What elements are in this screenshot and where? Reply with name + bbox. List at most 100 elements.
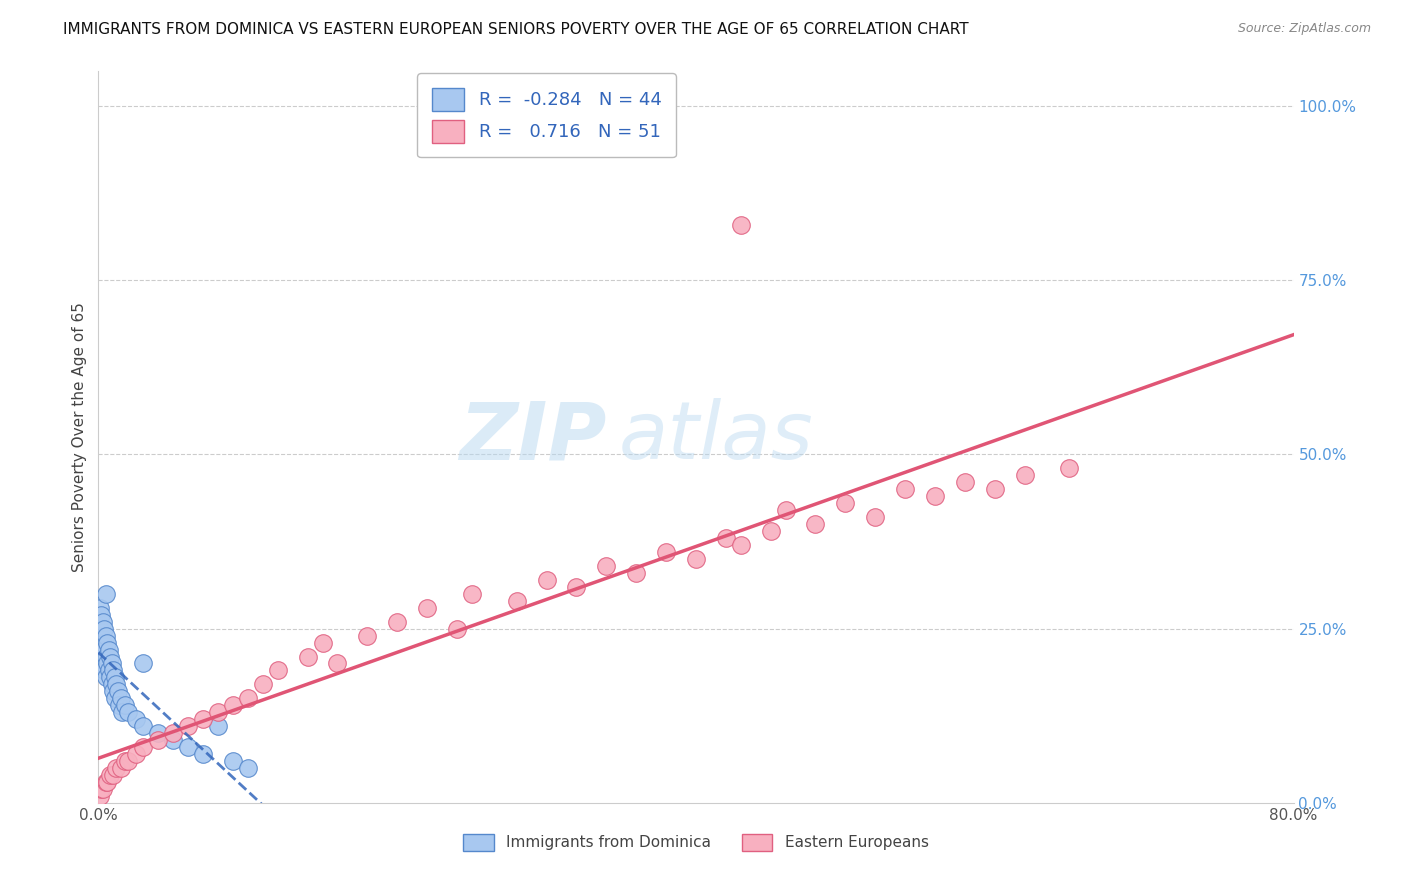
Point xyxy=(446,622,468,636)
Point xyxy=(222,698,245,713)
Point xyxy=(626,566,648,580)
Point xyxy=(98,649,122,664)
Point xyxy=(236,761,259,775)
Point xyxy=(595,558,617,573)
Point xyxy=(655,545,678,559)
Point xyxy=(105,761,128,775)
Point xyxy=(1059,461,1081,475)
Text: IMMIGRANTS FROM DOMINICA VS EASTERN EUROPEAN SENIORS POVERTY OVER THE AGE OF 65 : IMMIGRANTS FROM DOMINICA VS EASTERN EURO… xyxy=(63,22,969,37)
Point xyxy=(94,629,117,643)
Point xyxy=(804,517,827,532)
Point xyxy=(759,524,782,538)
Point xyxy=(89,789,111,803)
Point xyxy=(104,670,127,684)
Point xyxy=(94,587,117,601)
Point xyxy=(207,719,229,733)
Point xyxy=(125,747,148,761)
Point xyxy=(924,489,946,503)
Point xyxy=(105,677,128,691)
Point xyxy=(94,670,117,684)
Point xyxy=(96,657,118,671)
Point xyxy=(894,483,917,497)
Point xyxy=(90,607,112,622)
Point xyxy=(117,754,139,768)
Point xyxy=(506,594,529,608)
Point xyxy=(93,642,115,657)
Point xyxy=(114,754,136,768)
Point xyxy=(91,635,114,649)
Point xyxy=(132,719,155,733)
Point xyxy=(385,615,409,629)
Point xyxy=(98,768,122,782)
Point xyxy=(730,218,752,232)
Text: atlas: atlas xyxy=(619,398,813,476)
Point xyxy=(94,649,117,664)
Point xyxy=(97,642,120,657)
Point xyxy=(148,733,170,747)
Point xyxy=(111,705,134,719)
Point xyxy=(89,622,111,636)
Point xyxy=(91,781,114,796)
Point xyxy=(104,691,127,706)
Point xyxy=(117,705,139,719)
Point xyxy=(685,552,707,566)
Point xyxy=(89,600,111,615)
Point xyxy=(103,664,125,678)
Point xyxy=(416,600,439,615)
Y-axis label: Seniors Poverty Over the Age of 65: Seniors Poverty Over the Age of 65 xyxy=(72,302,87,572)
Point xyxy=(297,649,319,664)
Point xyxy=(177,740,200,755)
Point xyxy=(93,622,115,636)
Point xyxy=(536,573,558,587)
Point xyxy=(94,775,117,789)
Point xyxy=(103,684,125,698)
Point xyxy=(1014,468,1036,483)
Point xyxy=(953,475,976,490)
Point xyxy=(267,664,290,678)
Point xyxy=(162,726,184,740)
Point xyxy=(90,781,112,796)
Point xyxy=(110,761,132,775)
Point xyxy=(461,587,484,601)
Text: ZIP: ZIP xyxy=(458,398,606,476)
Point xyxy=(356,629,378,643)
Point xyxy=(110,691,132,706)
Point xyxy=(125,712,148,726)
Point xyxy=(252,677,274,691)
Point xyxy=(162,733,184,747)
Point xyxy=(98,670,122,684)
Point xyxy=(90,642,112,657)
Point xyxy=(326,657,349,671)
Point xyxy=(311,635,333,649)
Legend: Immigrants from Dominica, Eastern Europeans: Immigrants from Dominica, Eastern Europe… xyxy=(457,828,935,857)
Point xyxy=(101,677,124,691)
Point xyxy=(148,726,170,740)
Point xyxy=(93,664,115,678)
Point xyxy=(191,747,214,761)
Point xyxy=(103,768,125,782)
Point xyxy=(775,503,797,517)
Point xyxy=(865,510,887,524)
Point xyxy=(222,754,245,768)
Point xyxy=(90,629,112,643)
Point xyxy=(132,740,155,755)
Point xyxy=(834,496,856,510)
Point xyxy=(108,698,131,713)
Point xyxy=(714,531,737,545)
Point xyxy=(107,684,129,698)
Point xyxy=(565,580,588,594)
Point xyxy=(984,483,1007,497)
Point xyxy=(730,538,752,552)
Point xyxy=(91,657,114,671)
Point xyxy=(91,615,114,629)
Point xyxy=(177,719,200,733)
Point xyxy=(101,657,124,671)
Point xyxy=(207,705,229,719)
Text: Source: ZipAtlas.com: Source: ZipAtlas.com xyxy=(1237,22,1371,36)
Point xyxy=(191,712,214,726)
Point xyxy=(96,635,118,649)
Point xyxy=(132,657,155,671)
Point xyxy=(96,775,118,789)
Point xyxy=(97,664,120,678)
Point xyxy=(236,691,259,706)
